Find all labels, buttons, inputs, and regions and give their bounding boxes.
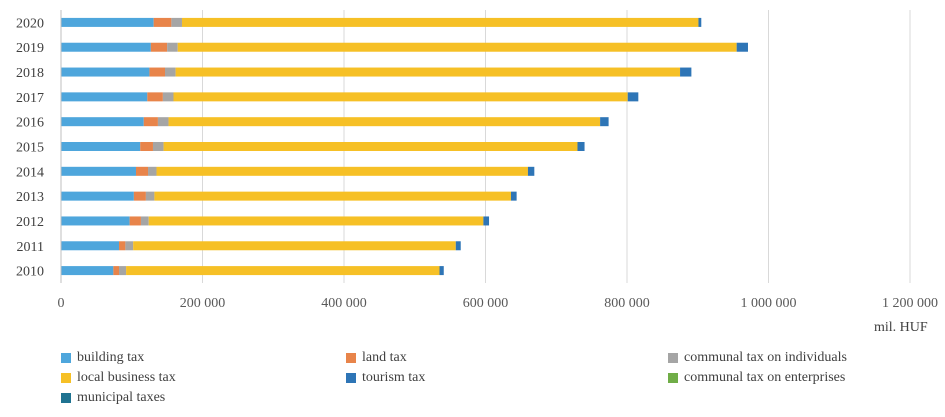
bar-segment — [61, 166, 136, 176]
bar-segment — [61, 216, 130, 226]
bar-segment — [61, 241, 120, 251]
bar-segment — [680, 67, 692, 77]
bar-segment — [152, 142, 164, 151]
bar-segment — [61, 117, 144, 127]
bar-segment — [148, 216, 484, 226]
y-category-label: 2012 — [16, 215, 44, 230]
bar-segment — [129, 216, 141, 226]
bars — [61, 17, 748, 276]
bar-segment — [119, 241, 126, 251]
bar-segment — [133, 241, 456, 251]
y-category-label: 2014 — [16, 165, 44, 180]
y-category-label: 2015 — [16, 141, 44, 156]
bar-segment — [577, 142, 585, 151]
bar-segment — [140, 142, 153, 151]
bar-segment — [135, 166, 149, 176]
bar-segment — [175, 67, 681, 77]
y-category-label: 2011 — [17, 240, 44, 255]
bar-segment — [61, 92, 148, 102]
y-category-label: 2013 — [16, 190, 44, 205]
bar-segment — [149, 67, 166, 77]
y-category-label: 2020 — [16, 16, 44, 31]
x-tick-label: 1 200 000 — [882, 296, 938, 311]
x-axis-unit-label: mil. HUF — [874, 320, 928, 335]
bar-segment — [145, 191, 155, 201]
bar-segment — [61, 42, 151, 52]
bar-segment — [162, 92, 174, 102]
bar-segment — [455, 241, 461, 251]
bar-segment — [600, 117, 609, 127]
bar-segment — [125, 241, 134, 251]
y-category-label: 2019 — [16, 41, 44, 56]
x-tick-label: 800 000 — [604, 296, 650, 311]
bar-segment — [126, 266, 440, 276]
y-axis-labels: 2020 2019 2018 2017 2016 2015 2014 2013 2012 2011… — [16, 16, 44, 279]
bar-segment — [113, 266, 120, 276]
bar-segment — [527, 166, 535, 176]
bar-segment — [119, 266, 127, 276]
y-category-label: 2010 — [16, 265, 44, 280]
bar-segment — [736, 42, 748, 52]
bar-segment — [61, 142, 141, 151]
bar-segment — [153, 17, 172, 27]
bar-segment — [150, 42, 168, 52]
bar-segment — [154, 191, 511, 201]
bar-segment — [627, 92, 639, 102]
bar-segment — [148, 166, 157, 176]
x-axis-labels: 0 200 000 400 000 600 000 800 000 1 000 000 1 … — [58, 296, 939, 311]
x-tick-label: 400 000 — [321, 296, 367, 311]
y-category-label: 2017 — [16, 91, 44, 106]
bar-segment — [171, 17, 182, 27]
bar-segment — [143, 117, 158, 127]
bar-segment — [165, 67, 176, 77]
bar-segment — [61, 191, 134, 201]
bar-segment — [698, 17, 702, 27]
bar-segment — [133, 191, 146, 201]
y-category-label: 2016 — [16, 116, 44, 131]
bar-segment — [140, 216, 149, 226]
y-category-label: 2018 — [16, 66, 44, 81]
bar-segment — [157, 117, 169, 127]
bar-segment — [167, 42, 178, 52]
x-tick-label: 200 000 — [180, 296, 226, 311]
bar-segment — [483, 216, 490, 226]
x-tick-label: 1 000 000 — [741, 296, 797, 311]
bar-segment — [61, 67, 150, 77]
bar-segment — [147, 92, 163, 102]
x-tick-label: 600 000 — [463, 296, 509, 311]
x-tick-label: 0 — [58, 296, 65, 311]
bar-segment — [173, 92, 628, 102]
bar-segment — [156, 166, 528, 176]
bar-segment — [61, 17, 154, 27]
bar-segment — [181, 17, 699, 27]
bar-segment — [177, 42, 737, 52]
bar-segment — [439, 266, 444, 276]
bar-segment — [61, 266, 114, 276]
bar-segment — [168, 117, 601, 127]
bar-segment — [163, 142, 578, 151]
bar-segment — [510, 191, 517, 201]
